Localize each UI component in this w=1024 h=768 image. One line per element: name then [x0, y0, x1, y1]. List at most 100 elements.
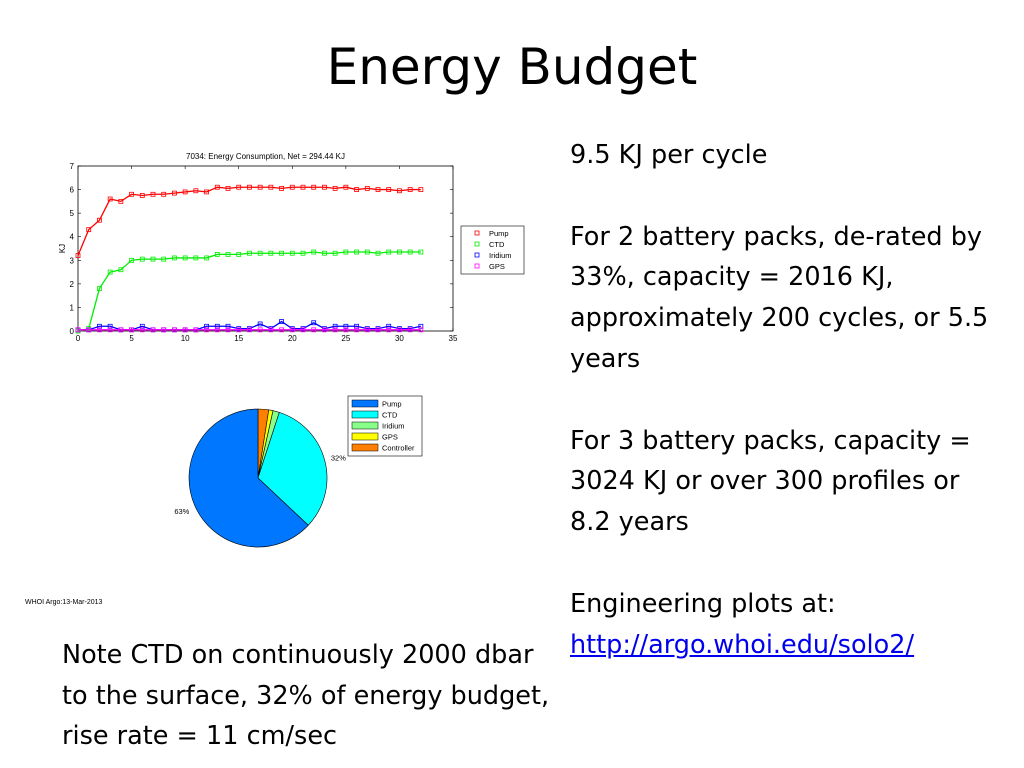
pump-point [182, 189, 188, 195]
y-axis-label: KJ [58, 244, 67, 253]
pump-point [161, 191, 167, 197]
gps-point [129, 327, 134, 333]
iridium-point [354, 323, 359, 329]
pump-point [289, 184, 295, 190]
chart-title: 7034: Energy Consumption, Net = 294.44 K… [186, 152, 345, 161]
ctd-point [407, 249, 413, 255]
x-tick-label: 20 [288, 334, 297, 343]
gps-point [214, 327, 220, 333]
pump-point [214, 184, 220, 190]
y-tick-label: 0 [70, 327, 75, 336]
ctd-point [322, 250, 327, 256]
gps-point [279, 327, 284, 333]
gps-point [268, 327, 274, 333]
pump-point [75, 253, 81, 258]
y-tick-label: 5 [70, 209, 75, 218]
gps-point [236, 327, 242, 333]
ctd-point [161, 256, 167, 262]
y-tick-label: 7 [70, 162, 75, 171]
ctd-point [236, 251, 242, 257]
line-legend [460, 225, 525, 275]
iridium-point [311, 320, 317, 326]
x-tick-label: 10 [181, 334, 190, 343]
pie-slice-ctd [257, 411, 328, 526]
pie-slice-pump [188, 408, 309, 548]
pump-point [397, 188, 402, 194]
ctd-point [139, 256, 145, 262]
pump-point [204, 189, 209, 195]
pump-point [86, 227, 92, 233]
ctd-point [204, 255, 209, 261]
ctd-point [172, 255, 177, 261]
iridium-point [257, 321, 263, 327]
y-tick-label: 1 [70, 303, 75, 312]
pie-legend-label-gps: GPS [382, 433, 398, 442]
pump-point [332, 185, 338, 191]
pump-point [107, 196, 113, 202]
legend-marker-iridium [474, 252, 480, 258]
ctd-point [97, 286, 102, 291]
ctd-point [386, 249, 392, 255]
ctd-note-text: Note CTD on continuously 2000 dbar to th… [62, 640, 550, 751]
gps-point [311, 327, 317, 333]
pump-point [236, 184, 242, 190]
pie-legend-swatch-iridium [351, 421, 379, 430]
engineering-plots-label: Engineering plots at: [570, 588, 836, 619]
pie-label-ctd: 32% [331, 453, 346, 462]
iridium-point [386, 323, 392, 329]
iridium-point [214, 323, 220, 329]
pie-legend-swatch-pump [351, 399, 379, 408]
ctd-point [129, 257, 134, 263]
pump-point [279, 185, 284, 191]
x-tick-label: 15 [234, 334, 243, 343]
pump-point [247, 184, 252, 190]
pump-point [172, 190, 177, 196]
y-tick-label: 4 [70, 233, 75, 242]
gps-point [332, 327, 338, 333]
x-tick-label: 25 [341, 334, 350, 343]
pump-point [225, 185, 231, 191]
gps-point [247, 327, 252, 333]
pump-point [139, 193, 145, 198]
iridium-point [97, 323, 102, 329]
iridium-point [332, 323, 338, 329]
gps-point [172, 327, 177, 333]
pie-legend-label-controller: Controller [382, 444, 415, 453]
pump-point [364, 185, 370, 191]
ctd-point [289, 250, 295, 256]
y-tick-label: 2 [70, 280, 75, 289]
gps-point [418, 327, 424, 333]
ctd-point [247, 250, 252, 256]
pie-legend-swatch-controller [351, 443, 379, 452]
ctd-point [182, 255, 188, 261]
ctd-point [214, 251, 220, 257]
ctd-point [418, 249, 424, 255]
pump-point [407, 187, 413, 192]
x-tick-label: 5 [129, 334, 134, 343]
ctd-point [375, 250, 381, 256]
iridium-point [418, 323, 424, 329]
gps-point [397, 327, 402, 333]
iridium-point [225, 323, 231, 329]
ctd-point [268, 250, 274, 256]
ctd-point [364, 249, 370, 255]
ctd-point [257, 250, 263, 256]
gps-point [343, 327, 349, 333]
date-stamp: WHOI Argo:13-Mar-2013 [25, 599, 103, 606]
gps-point [161, 327, 167, 333]
pump-point [257, 184, 263, 190]
engineering-plots-link[interactable]: http://argo.whoi.edu/solo2/ [570, 629, 915, 660]
iridium-series-line [78, 320, 421, 331]
gps-point [407, 327, 413, 333]
iridium-point [107, 323, 113, 329]
legend-label-iridium: Iridium [489, 251, 512, 260]
pump-point [97, 217, 102, 223]
ctd-point [225, 251, 231, 257]
pump-series-line [77, 186, 421, 256]
ctd-point [118, 267, 124, 273]
x-tick-label: 0 [76, 334, 81, 343]
gps-point [150, 327, 156, 333]
ctd-point [279, 250, 284, 256]
